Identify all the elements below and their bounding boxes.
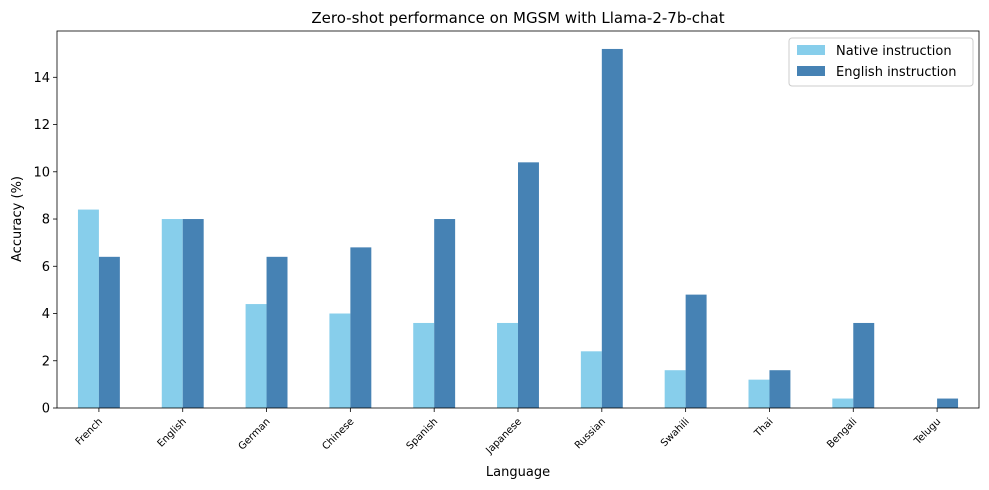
x-tick-label: Spanish [405, 416, 441, 452]
bar-russian-series-1 [601, 48, 623, 408]
bar-russian-series-0 [580, 351, 602, 408]
y-tick-label: 0 [42, 402, 50, 417]
x-tick-label: Japanese [484, 416, 525, 457]
y-tick-label: 10 [33, 165, 50, 180]
bar-japanese-series-0 [497, 322, 518, 408]
x-tick-label: Chinese [320, 416, 356, 452]
bars-layer [77, 48, 959, 408]
bar-bengali-series-1 [853, 322, 875, 408]
y-tick-label: 2 [42, 354, 50, 369]
y-axis-title: Accuracy (%) [10, 176, 25, 262]
bar-german-series-1 [266, 256, 288, 408]
y-tick-label: 14 [33, 71, 50, 86]
x-axis-title: Language [486, 465, 550, 480]
legend-swatch-1 [797, 66, 825, 76]
x-tick-label: Swahili [659, 416, 692, 449]
y-tick-label: 4 [42, 307, 50, 322]
legend-label-0: Native instruction [836, 44, 952, 59]
bar-swahili-series-1 [685, 294, 707, 408]
bar-telugu-series-1 [937, 398, 959, 408]
y-tick-label: 6 [42, 260, 50, 275]
bar-japanese-series-1 [518, 162, 539, 408]
bar-spanish-series-0 [413, 322, 435, 408]
bar-chinese-series-0 [329, 313, 351, 408]
x-tick-label: German [237, 416, 273, 452]
bar-spanish-series-1 [434, 219, 456, 408]
bar-swahili-series-0 [664, 370, 686, 408]
y-tick-label: 12 [33, 118, 50, 133]
x-tick-label: English [156, 416, 189, 449]
bar-english-series-0 [161, 219, 183, 408]
legend-swatch-0 [797, 45, 825, 55]
chart-title: Zero-shot performance on MGSM with Llama… [311, 9, 724, 27]
bar-english-series-1 [182, 219, 204, 408]
bar-chinese-series-1 [350, 247, 372, 408]
bar-german-series-0 [245, 304, 267, 408]
x-tick-label: Telugu [912, 416, 943, 447]
legend: Native instruction English instruction [788, 37, 974, 87]
legend-box [788, 37, 974, 87]
x-tick-label: Russian [573, 416, 608, 451]
x-tick-label: Bengali [825, 416, 859, 450]
legend-label-1: English instruction [836, 65, 956, 80]
x-tick-label: Thai [752, 416, 776, 440]
y-tick-label: 8 [42, 213, 50, 228]
bar-thai-series-1 [769, 370, 791, 408]
bar-french-series-1 [98, 256, 120, 408]
bar-bengali-series-0 [832, 398, 854, 408]
bar-french-series-0 [77, 209, 99, 408]
bar-thai-series-0 [748, 379, 770, 408]
x-tick-label: French [74, 416, 105, 447]
